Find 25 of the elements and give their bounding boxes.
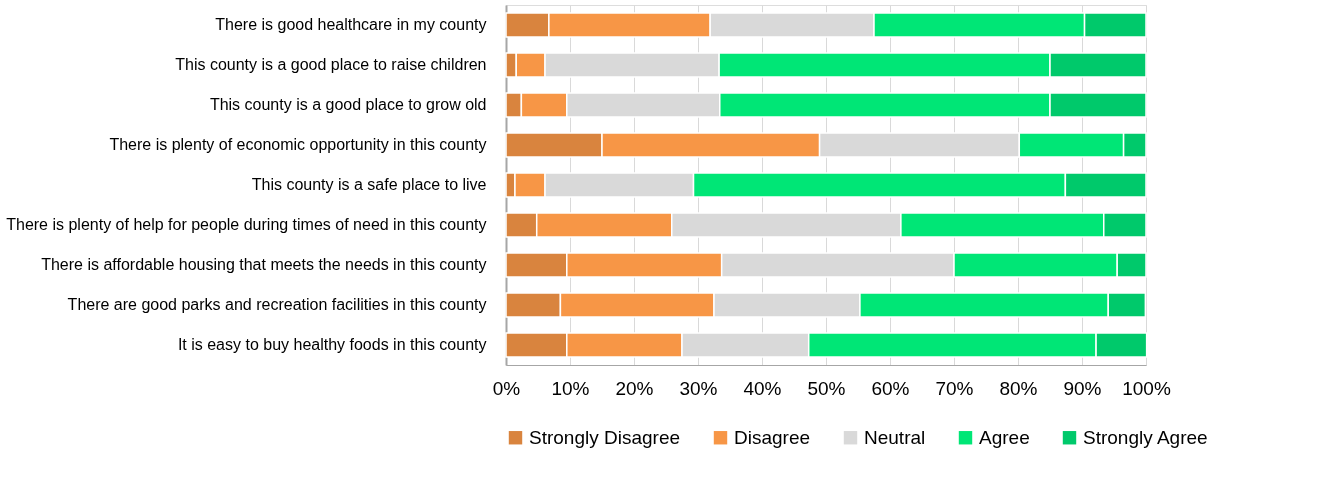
y-tick-label: It is easy to buy healthy foods in this county: [177, 336, 487, 353]
legend-label: Agree: [979, 426, 1030, 448]
legend-label: Disagree: [734, 426, 811, 448]
legend-label: Neutral: [864, 426, 926, 448]
x-tick-label: 20%: [615, 377, 654, 399]
y-tick-label: This county is a safe place to live: [251, 176, 487, 193]
x-tick-label: 60%: [871, 377, 910, 399]
x-tick-label: 30%: [679, 377, 718, 399]
x-tick-label: 0%: [492, 377, 521, 399]
x-tick-label: 70%: [935, 377, 974, 399]
x-tick-label: 80%: [999, 377, 1038, 399]
x-tick-label: 10%: [551, 377, 590, 399]
x-tick-label: 100%: [1122, 377, 1171, 399]
legend-label: Strongly Agree: [1083, 426, 1208, 448]
y-tick-label: There is affordable housing that meets the needs in this county: [41, 256, 487, 273]
legend-label: Strongly Disagree: [529, 426, 681, 448]
y-tick-label: This county is a good place to grow old: [209, 96, 487, 113]
y-tick-label: There is plenty of help for people during times of need in this county: [6, 216, 487, 233]
y-tick-label: There are good parks and recreation facilities in this county: [67, 296, 487, 313]
x-tick-label: 90%: [1063, 377, 1102, 399]
x-tick-label: 50%: [807, 377, 846, 399]
y-tick-label: This county is a good place to raise children: [175, 56, 487, 73]
x-tick-label: 40%: [743, 377, 782, 399]
y-tick-label: There is good healthcare in my county: [215, 16, 487, 33]
y-tick-label: There is plenty of economic opportunity in this county: [109, 136, 487, 153]
